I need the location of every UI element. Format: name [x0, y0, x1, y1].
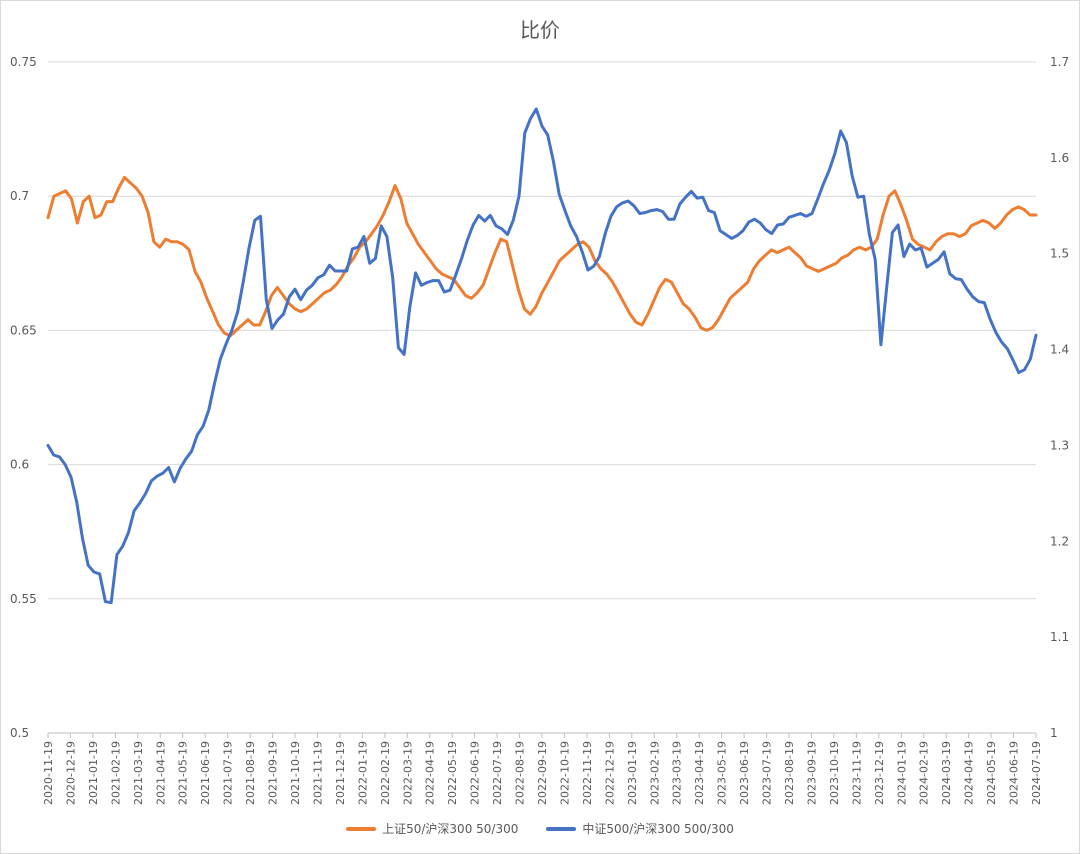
- x-tick-label: 2022-10-19: [558, 741, 571, 805]
- x-tick-label: 2023-08-19: [783, 741, 796, 805]
- legend: 上证50/沪深300 50/300 中证500/沪深300 500/300: [0, 820, 1080, 837]
- x-tick-label: 2024-01-19: [895, 741, 908, 805]
- legend-label-sse50: 上证50/沪深300 50/300: [382, 822, 519, 836]
- series-line-csi500: [46, 107, 1038, 605]
- x-tick-label: 2022-08-19: [514, 741, 527, 805]
- x-axis: 2020-11-19 2020-12-19 2021-01-19 2021-02-19…: [42, 732, 1043, 805]
- x-tick-label: 2023-12-19: [873, 741, 886, 805]
- x-tick-label: 2023-07-19: [761, 741, 774, 805]
- x-tick-label: 2022-05-19: [446, 741, 459, 805]
- x-tick-label: 2023-01-19: [626, 741, 639, 805]
- x-tick-label: 2021-02-19: [109, 741, 122, 805]
- x-tick-label: 2024-05-19: [985, 741, 998, 805]
- x-tick-label: 2021-09-19: [267, 741, 280, 805]
- x-tick-label: 2023-05-19: [716, 741, 729, 805]
- x-tick-label: 2021-10-19: [289, 741, 302, 805]
- legend-swatch-orange: [346, 826, 377, 831]
- legend-swatch-blue: [546, 826, 577, 831]
- x-tick-label: 2023-06-19: [738, 741, 751, 805]
- x-tick-label: 2023-11-19: [850, 741, 863, 805]
- x-tick-label: 2022-07-19: [491, 741, 504, 805]
- x-tick-label: 2022-02-19: [379, 741, 392, 805]
- y-left-tick-label: 0.65: [10, 323, 37, 337]
- x-tick-label: 2021-07-19: [222, 741, 235, 805]
- series-lines: [46, 107, 1038, 605]
- x-tick-label: 2023-09-19: [805, 741, 818, 805]
- left-axis-ticks: 0.5 0.55 0.6 0.65 0.7 0.75: [10, 55, 37, 740]
- y-right-tick-label: 1.5: [1050, 247, 1069, 261]
- x-tick-label: 2024-06-19: [1008, 741, 1021, 805]
- x-tick-label: 2020-11-19: [42, 741, 55, 805]
- y-right-tick-label: 1.2: [1050, 534, 1069, 548]
- y-left-tick-label: 0.7: [10, 189, 29, 203]
- x-tick-label: 2021-08-19: [244, 741, 257, 805]
- x-tick-label: 2023-04-19: [693, 741, 706, 805]
- x-tick-label: 2024-07-19: [1030, 741, 1043, 805]
- y-right-tick-label: 1.7: [1050, 55, 1069, 69]
- x-tick-label: 2021-12-19: [334, 741, 347, 805]
- right-axis-ticks: 1 1.1 1.2 1.3 1.4 1.5 1.6 1.7: [1050, 55, 1069, 740]
- y-right-tick-label: 1.1: [1050, 630, 1069, 644]
- y-left-tick-label: 0.5: [10, 726, 29, 740]
- x-tick-label: 2022-01-19: [356, 741, 369, 805]
- x-tick-label: 2022-09-19: [536, 741, 549, 805]
- x-tick-label: 2024-03-19: [940, 741, 953, 805]
- gridlines: [48, 61, 1036, 734]
- x-tick-label: 2021-06-19: [199, 741, 212, 805]
- y-left-tick-label: 0.75: [10, 55, 37, 69]
- x-tick-label: 2021-04-19: [154, 741, 167, 805]
- legend-item-sse50: 上证50/沪深300 50/300: [346, 820, 518, 837]
- x-tick-label: 2023-03-19: [671, 741, 684, 805]
- y-left-tick-label: 0.55: [10, 592, 37, 606]
- y-right-tick-label: 1: [1050, 726, 1058, 740]
- y-right-tick-label: 1.4: [1050, 343, 1069, 357]
- x-tick-label: 2024-02-19: [918, 741, 931, 805]
- y-right-tick-label: 1.6: [1050, 151, 1069, 165]
- legend-item-csi500: 中证500/沪深300 500/300: [546, 820, 734, 837]
- x-tick-label: 2022-11-19: [581, 741, 594, 805]
- x-tick-label: 2022-04-19: [424, 741, 437, 805]
- x-tick-label: 2021-01-19: [87, 741, 100, 805]
- x-tick-label: 2022-06-19: [469, 741, 482, 805]
- x-tick-label: 2021-03-19: [132, 741, 145, 805]
- x-tick-label: 2021-11-19: [311, 741, 324, 805]
- x-tick-label: 2023-02-19: [648, 741, 661, 805]
- x-tick-label: 2023-10-19: [828, 741, 841, 805]
- x-tick-label: 2024-04-19: [963, 741, 976, 805]
- x-tick-label: 2021-05-19: [177, 741, 190, 805]
- y-left-tick-label: 0.6: [10, 458, 29, 472]
- x-tick-label: 2022-12-19: [603, 741, 616, 805]
- legend-label-csi500: 中证500/沪深300 500/300: [582, 822, 734, 836]
- x-tick-label: 2020-12-19: [64, 741, 77, 805]
- series-line-sse50: [46, 175, 1038, 338]
- y-right-tick-label: 1.3: [1050, 438, 1069, 452]
- x-tick-label: 2022-03-19: [401, 741, 414, 805]
- chart-title: 比价: [520, 18, 560, 42]
